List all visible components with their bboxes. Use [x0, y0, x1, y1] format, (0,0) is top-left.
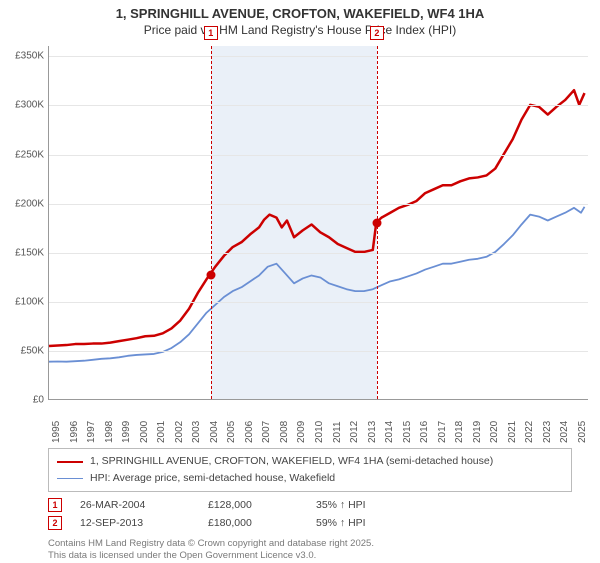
- transaction-badge: 1: [48, 498, 62, 512]
- x-tick-label: 2022: [524, 421, 535, 443]
- gridline-h: [49, 351, 588, 352]
- x-tick-label: 2008: [279, 421, 290, 443]
- transaction-row: 2 12-SEP-2013 £180,000 59% ↑ HPI: [48, 514, 572, 532]
- legend-label: HPI: Average price, semi-detached house,…: [90, 470, 335, 487]
- marker-badge: 2: [370, 26, 384, 40]
- y-tick-label: £350K: [4, 51, 44, 62]
- title-address: 1, SPRINGHILL AVENUE, CROFTON, WAKEFIELD…: [8, 6, 592, 23]
- x-tick-label: 2020: [489, 421, 500, 443]
- x-tick-label: 2025: [577, 421, 588, 443]
- x-tick-label: 2014: [384, 421, 395, 443]
- x-tick-label: 2016: [419, 421, 430, 443]
- y-tick-label: £150K: [4, 247, 44, 258]
- transaction-date: 12-SEP-2013: [80, 517, 190, 529]
- legend-swatch: [57, 478, 83, 479]
- attribution-line1: Contains HM Land Registry data © Crown c…: [48, 538, 572, 550]
- attribution: Contains HM Land Registry data © Crown c…: [48, 538, 572, 563]
- x-tick-label: 2006: [244, 421, 255, 443]
- x-tick-label: 2017: [437, 421, 448, 443]
- y-tick-label: £0: [4, 395, 44, 406]
- attribution-line2: This data is licensed under the Open Gov…: [48, 550, 572, 562]
- x-tick-label: 2011: [332, 422, 343, 444]
- gridline-h: [49, 204, 588, 205]
- series-price_paid: [49, 91, 585, 347]
- chart-title: 1, SPRINGHILL AVENUE, CROFTON, WAKEFIELD…: [0, 0, 600, 40]
- x-tick-label: 1996: [69, 421, 80, 443]
- x-tick-label: 2023: [542, 421, 553, 443]
- x-tick-label: 1999: [121, 421, 132, 443]
- x-tick-label: 2013: [367, 421, 378, 443]
- marker-badge: 1: [204, 26, 218, 40]
- x-tick-label: 2009: [296, 421, 307, 443]
- y-tick-label: £250K: [4, 149, 44, 160]
- chart-container: £0£50K£100K£150K£200K£250K£300K£350K 12 …: [4, 42, 596, 442]
- x-tick-label: 2000: [139, 421, 150, 443]
- x-tick-label: 2024: [559, 421, 570, 443]
- y-tick-label: £300K: [4, 100, 44, 111]
- legend-swatch: [57, 461, 83, 463]
- x-tick-label: 2004: [209, 421, 220, 443]
- transaction-note: 35% ↑ HPI: [316, 499, 366, 511]
- y-tick-label: £50K: [4, 346, 44, 357]
- x-tick-label: 1997: [86, 421, 97, 443]
- legend-item: HPI: Average price, semi-detached house,…: [57, 470, 563, 487]
- x-tick-label: 2010: [314, 421, 325, 443]
- transaction-date: 26-MAR-2004: [80, 499, 190, 511]
- gridline-h: [49, 155, 588, 156]
- y-tick-label: £100K: [4, 297, 44, 308]
- gridline-h: [49, 253, 588, 254]
- transaction-badge: 2: [48, 516, 62, 530]
- marker-dot: [206, 270, 215, 279]
- x-tick-label: 2019: [472, 421, 483, 443]
- gridline-h: [49, 302, 588, 303]
- chart-lines-svg: [49, 46, 588, 399]
- x-tick-label: 2005: [226, 421, 237, 443]
- legend-label: 1, SPRINGHILL AVENUE, CROFTON, WAKEFIELD…: [90, 453, 493, 470]
- marker-line: [211, 46, 212, 399]
- transaction-price: £128,000: [208, 499, 298, 511]
- title-subtitle: Price paid vs. HM Land Registry's House …: [8, 23, 592, 39]
- x-tick-label: 2007: [261, 421, 272, 443]
- gridline-h: [49, 56, 588, 57]
- transaction-price: £180,000: [208, 517, 298, 529]
- transaction-row: 1 26-MAR-2004 £128,000 35% ↑ HPI: [48, 496, 572, 514]
- x-tick-label: 2003: [191, 421, 202, 443]
- x-tick-label: 2001: [156, 421, 167, 443]
- transactions-table: 1 26-MAR-2004 £128,000 35% ↑ HPI 2 12-SEP-201…: [48, 496, 572, 532]
- plot-area: 12: [48, 46, 588, 400]
- marker-dot: [372, 219, 381, 228]
- y-tick-label: £200K: [4, 198, 44, 209]
- legend-item: 1, SPRINGHILL AVENUE, CROFTON, WAKEFIELD…: [57, 453, 563, 470]
- transaction-note: 59% ↑ HPI: [316, 517, 366, 529]
- x-tick-label: 2002: [174, 421, 185, 443]
- x-tick-label: 2021: [507, 421, 518, 443]
- x-tick-label: 2018: [454, 421, 465, 443]
- legend: 1, SPRINGHILL AVENUE, CROFTON, WAKEFIELD…: [48, 448, 572, 492]
- x-tick-label: 1998: [104, 421, 115, 443]
- x-tick-label: 1995: [51, 421, 62, 443]
- gridline-h: [49, 105, 588, 106]
- x-tick-label: 2012: [349, 421, 360, 443]
- x-tick-label: 2015: [402, 421, 413, 443]
